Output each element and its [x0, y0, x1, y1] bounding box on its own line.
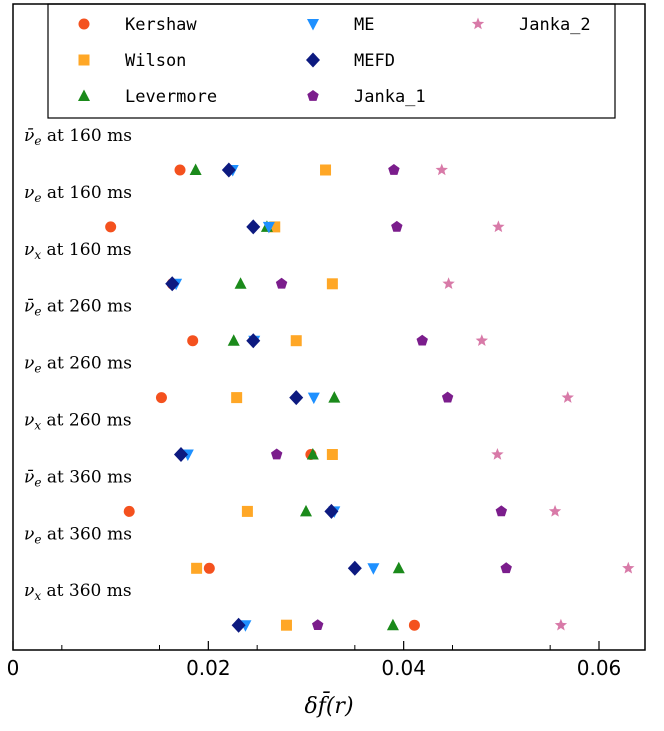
category-label: ν̄e at 260 ms: [24, 297, 132, 319]
point-janka-1: [416, 334, 428, 346]
x-axis: 0 0.02 0.04 0.06: [7, 641, 622, 680]
point-kershaw: [174, 164, 186, 176]
point-janka-2: [442, 277, 455, 290]
category-label: νe at 360 ms: [24, 524, 132, 546]
point-levermore: [386, 618, 399, 631]
point-mefd: [173, 447, 188, 462]
point-kershaw: [408, 619, 420, 631]
point-mefd: [347, 560, 362, 576]
point-janka-2: [554, 618, 568, 631]
point-janka-2: [492, 220, 505, 233]
point-wilson: [290, 335, 302, 347]
point-mefd: [246, 333, 261, 349]
point-mefd: [324, 503, 339, 519]
point-wilson: [241, 505, 253, 517]
category-labels: ν̄e at 160 ms νe at 160 ms νx at 160 ms ν̄e…: [24, 126, 132, 603]
point-mefd: [165, 276, 180, 292]
category-label: νe at 260 ms: [24, 354, 132, 376]
point-levermore: [189, 163, 202, 175]
legend-marker-wilson: [78, 54, 90, 66]
point-me: [307, 392, 320, 405]
point-wilson: [320, 164, 332, 176]
category-label: ν̄e at 360 ms: [24, 467, 132, 489]
point-levermore: [306, 448, 319, 460]
legend-marker-me: [307, 19, 319, 31]
legend-label-levermore: Levermore: [125, 87, 217, 107]
point-mefd: [289, 390, 304, 406]
point-mefd: [246, 219, 261, 235]
point-janka-2: [475, 334, 488, 346]
point-janka-1: [391, 220, 403, 232]
legend-label-janka-2: Janka_2: [519, 15, 591, 35]
point-mefd: [231, 617, 246, 633]
legend-marker-janka-2: [471, 17, 485, 30]
point-me: [262, 221, 275, 234]
legend-label-wilson: Wilson: [125, 51, 186, 71]
x-axis-label: δf̄(r): [304, 691, 353, 719]
point-wilson: [191, 562, 203, 574]
point-janka-1: [388, 164, 400, 175]
point-janka-1: [441, 391, 454, 403]
point-kershaw: [105, 221, 117, 233]
legend-label-kershaw: Kershaw: [125, 15, 197, 35]
point-wilson: [269, 221, 281, 233]
point-janka-1: [500, 562, 512, 574]
legend-marker-janka-1: [307, 90, 319, 101]
legend: Kershaw Wilson Levermore ME MEFD Janka_1 Janka…: [47, 3, 616, 119]
point-me: [367, 563, 380, 575]
point-janka-1: [270, 448, 283, 460]
legend-marker-kershaw: [78, 18, 90, 30]
point-wilson: [326, 449, 338, 460]
x-tick-label: 0: [7, 656, 20, 680]
point-mefd: [221, 162, 236, 178]
legend-label-janka-1: Janka_1: [354, 87, 426, 107]
point-janka-2: [548, 504, 562, 517]
point-janka-2: [561, 391, 574, 403]
legend-box: [47, 3, 616, 119]
point-janka-1: [312, 619, 324, 631]
point-kershaw: [187, 335, 199, 347]
x-tick-label: 0.02: [186, 656, 231, 680]
point-levermore: [328, 391, 341, 403]
point-janka-1: [275, 277, 288, 289]
point-wilson: [280, 619, 292, 631]
point-levermore: [234, 277, 247, 289]
legend-marker-levermore: [78, 89, 90, 101]
point-wilson: [231, 392, 243, 404]
point-kershaw: [155, 392, 167, 404]
point-janka-2: [491, 448, 504, 460]
legend-label-mefd: MEFD: [354, 51, 395, 71]
point-levermore: [300, 504, 312, 517]
point-kershaw: [203, 562, 215, 574]
category-label: νe at 160 ms: [24, 183, 132, 205]
x-tick-label: 0.04: [381, 656, 426, 680]
point-janka-2: [435, 163, 448, 176]
category-label: νx at 260 ms: [24, 411, 132, 433]
data-points: [105, 162, 635, 633]
category-label: ν̄e at 160 ms: [24, 126, 132, 148]
x-tick-label: 0.06: [577, 656, 622, 680]
point-wilson: [326, 278, 338, 290]
category-label: νx at 160 ms: [24, 240, 132, 262]
point-janka-1: [495, 505, 508, 517]
category-label: νx at 360 ms: [24, 581, 132, 603]
point-kershaw: [123, 505, 135, 517]
point-levermore: [392, 561, 405, 574]
legend-label-me: ME: [354, 15, 374, 35]
point-levermore: [227, 334, 240, 346]
plot-frame: [12, 3, 646, 651]
legend-marker-mefd: [306, 52, 320, 68]
point-janka-2: [622, 561, 635, 574]
